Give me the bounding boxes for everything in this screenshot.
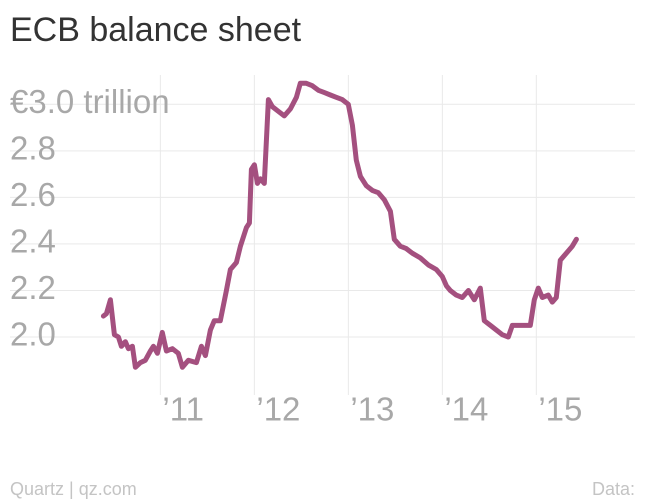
y-tick-label: 2.6 xyxy=(10,176,56,213)
footer-data: Data: xyxy=(592,479,635,499)
footer-source: Quartz | qz.com xyxy=(10,479,137,499)
x-tick-label: ’11 xyxy=(162,391,204,428)
y-tick-label: 2.8 xyxy=(10,130,56,167)
x-tick-label: ’13 xyxy=(350,391,394,428)
y-tick-label: 2.4 xyxy=(10,223,56,260)
y-tick-label: €3.0 trillion xyxy=(10,83,170,120)
data-line xyxy=(100,80,579,370)
x-tick-label: ’14 xyxy=(444,391,488,428)
x-tick-label: ’12 xyxy=(256,391,300,428)
y-tick-label: 2.2 xyxy=(10,269,56,306)
y-tick-label: 2.0 xyxy=(10,316,56,353)
x-tick-label: ’15 xyxy=(538,391,582,428)
chart-title: ECB balance sheet xyxy=(10,11,302,49)
